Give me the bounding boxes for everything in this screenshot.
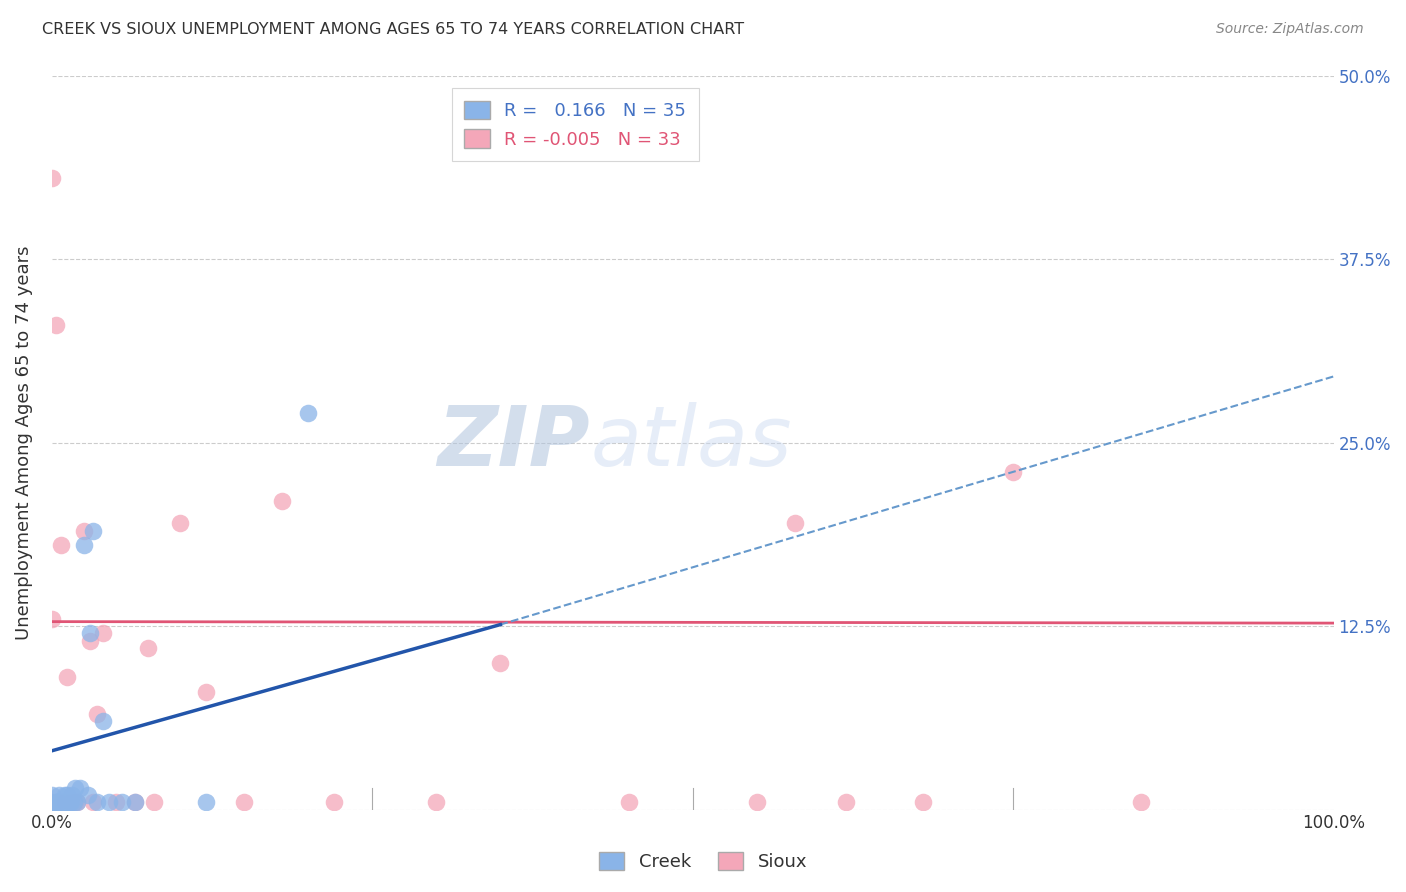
Point bbox=[66, 795, 89, 809]
Point bbox=[41, 612, 63, 626]
Text: CREEK VS SIOUX UNEMPLOYMENT AMONG AGES 65 TO 74 YEARS CORRELATION CHART: CREEK VS SIOUX UNEMPLOYMENT AMONG AGES 6… bbox=[42, 22, 744, 37]
Point bbox=[1002, 465, 1025, 479]
Legend: R =   0.166   N = 35, R = -0.005   N = 33: R = 0.166 N = 35, R = -0.005 N = 33 bbox=[451, 88, 699, 161]
Point bbox=[169, 516, 191, 531]
Point bbox=[98, 795, 121, 809]
Point bbox=[41, 788, 63, 802]
Point bbox=[44, 803, 66, 817]
Point bbox=[59, 795, 82, 809]
Point bbox=[51, 803, 73, 817]
Point bbox=[41, 171, 63, 186]
Point bbox=[56, 788, 79, 802]
Point bbox=[45, 318, 67, 332]
Point bbox=[912, 795, 935, 809]
Point bbox=[79, 633, 101, 648]
Point bbox=[297, 406, 319, 420]
Point bbox=[46, 795, 69, 809]
Text: atlas: atlas bbox=[591, 402, 792, 483]
Point bbox=[194, 795, 217, 809]
Point bbox=[86, 707, 108, 722]
Point bbox=[82, 795, 104, 809]
Point bbox=[271, 494, 294, 508]
Point bbox=[489, 656, 512, 670]
Point bbox=[62, 795, 84, 809]
Point bbox=[76, 788, 98, 802]
Point bbox=[52, 795, 75, 809]
Text: ZIP: ZIP bbox=[437, 402, 591, 483]
Point bbox=[49, 803, 72, 817]
Point bbox=[53, 788, 76, 802]
Point bbox=[79, 626, 101, 640]
Point bbox=[322, 795, 344, 809]
Y-axis label: Unemployment Among Ages 65 to 74 years: Unemployment Among Ages 65 to 74 years bbox=[15, 245, 32, 640]
Point bbox=[124, 795, 146, 809]
Point bbox=[82, 524, 104, 538]
Point bbox=[45, 795, 67, 809]
Point bbox=[69, 780, 91, 795]
Point bbox=[53, 795, 76, 809]
Point bbox=[785, 516, 807, 531]
Point bbox=[73, 524, 96, 538]
Point bbox=[91, 714, 114, 729]
Point bbox=[73, 538, 96, 552]
Point bbox=[194, 685, 217, 699]
Point bbox=[63, 780, 86, 795]
Point bbox=[60, 788, 83, 802]
Point bbox=[63, 795, 86, 809]
Point bbox=[1130, 795, 1153, 809]
Point bbox=[66, 795, 89, 809]
Point bbox=[59, 795, 82, 809]
Point bbox=[143, 795, 166, 809]
Point bbox=[425, 795, 447, 809]
Point bbox=[91, 626, 114, 640]
Point bbox=[104, 795, 127, 809]
Point bbox=[835, 795, 858, 809]
Legend: Creek, Sioux: Creek, Sioux bbox=[592, 845, 814, 879]
Point bbox=[41, 803, 63, 817]
Point bbox=[124, 795, 146, 809]
Point bbox=[49, 795, 72, 809]
Point bbox=[745, 795, 768, 809]
Point bbox=[111, 795, 134, 809]
Point bbox=[617, 795, 640, 809]
Point bbox=[136, 641, 159, 656]
Point bbox=[48, 788, 70, 802]
Point bbox=[233, 795, 256, 809]
Point bbox=[53, 803, 76, 817]
Point bbox=[58, 795, 80, 809]
Point bbox=[49, 538, 72, 552]
Text: Source: ZipAtlas.com: Source: ZipAtlas.com bbox=[1216, 22, 1364, 37]
Point bbox=[41, 795, 63, 809]
Point bbox=[86, 795, 108, 809]
Point bbox=[46, 795, 69, 809]
Point bbox=[56, 795, 79, 809]
Point bbox=[45, 795, 67, 809]
Point bbox=[59, 795, 82, 809]
Point bbox=[56, 670, 79, 684]
